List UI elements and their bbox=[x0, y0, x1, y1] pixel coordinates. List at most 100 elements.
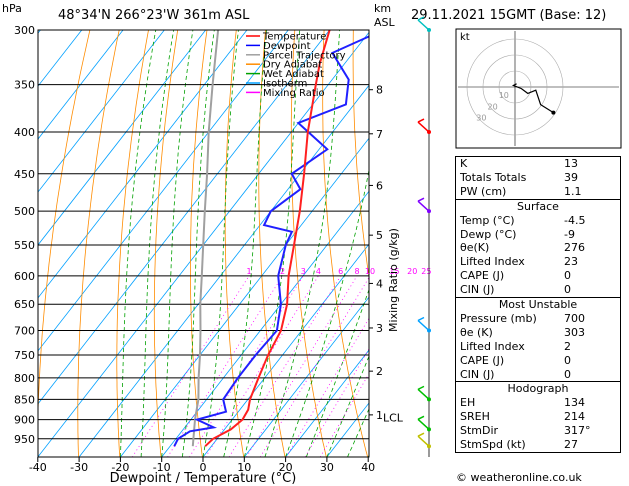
index-label: CIN (J) bbox=[460, 367, 495, 381]
mixing-ratio-line bbox=[246, 275, 358, 457]
legend-label: Mixing Ratio bbox=[263, 88, 325, 99]
index-row: CIN (J) 0 bbox=[456, 368, 620, 382]
indices-panel: K 13 Totals Totals 39 PW (cm) 1.1 Surface Tem… bbox=[455, 156, 621, 454]
wind-barb-dot bbox=[427, 397, 431, 402]
wind-barb bbox=[417, 385, 431, 402]
isotherm-line bbox=[38, 31, 369, 457]
temperature-line bbox=[204, 30, 331, 447]
wind-barb-shaft bbox=[417, 388, 430, 400]
isotherm-line bbox=[243, 296, 369, 457]
wind-barb-shaft bbox=[417, 200, 430, 212]
legend-label: Wet Adiabat bbox=[263, 69, 324, 80]
index-label: PW (cm) bbox=[460, 184, 507, 198]
wind-barb bbox=[417, 197, 431, 214]
index-row: CAPE (J) 0 bbox=[456, 269, 620, 283]
isotherm-line bbox=[38, 30, 206, 246]
pressure-tick-label: 650 bbox=[14, 298, 35, 311]
hodograph-unit-label: kt bbox=[460, 32, 470, 43]
index-value: 39 bbox=[564, 170, 578, 184]
index-label: Temp (°C) bbox=[460, 213, 515, 227]
mixing-ratio-label: 8 bbox=[354, 267, 359, 276]
km-tick-label: 6 bbox=[376, 179, 383, 192]
index-label: Dewp (°C) bbox=[460, 227, 517, 241]
isotherm-line bbox=[161, 190, 369, 457]
mixing-ratio-label: 10 bbox=[365, 267, 375, 276]
pressure-tick-label: 450 bbox=[14, 168, 35, 181]
index-row: CIN (J) 0 bbox=[456, 283, 620, 297]
index-label: Lifted Index bbox=[460, 339, 525, 353]
index-value: 23 bbox=[564, 255, 578, 269]
index-value: 134 bbox=[564, 396, 585, 410]
index-label: θe(K) bbox=[460, 241, 490, 255]
temp-tick-label: -30 bbox=[70, 461, 88, 474]
temp-tick-label: -20 bbox=[111, 461, 129, 474]
index-label: Lifted Index bbox=[460, 255, 525, 269]
hpa-unit-label: hPa bbox=[2, 2, 22, 15]
dry-adiabat-line bbox=[322, 30, 368, 457]
isotherm-line bbox=[202, 243, 369, 457]
km-unit-label: km bbox=[374, 2, 391, 15]
pressure-tick-label: 500 bbox=[14, 205, 35, 218]
hodograph-ring-label: 20 bbox=[488, 102, 498, 111]
dry-adiabat-line bbox=[38, 30, 91, 428]
mixing-ratio-label: 1 bbox=[247, 267, 252, 276]
wind-barb bbox=[417, 432, 431, 449]
wind-barb-shaft bbox=[417, 319, 430, 332]
km-tick-label: 4 bbox=[376, 277, 383, 290]
wind-barb bbox=[417, 316, 431, 333]
mixing-ratio-line bbox=[319, 372, 369, 457]
pressure-tick-label: 400 bbox=[14, 126, 35, 139]
dewpoint-line bbox=[173, 35, 369, 447]
wet-adiabat-line bbox=[181, 30, 215, 457]
index-value: -9 bbox=[564, 227, 575, 241]
km-tick-label: 5 bbox=[376, 229, 383, 242]
parcel-trajectory-line bbox=[191, 30, 220, 447]
km-tick-label: 2 bbox=[376, 365, 383, 378]
km-tick-label: 1 bbox=[376, 409, 383, 422]
x-axis-label: Dewpoint / Temperature (°C) bbox=[110, 471, 297, 486]
index-value: -4.5 bbox=[564, 213, 586, 227]
mixing-ratio-label: 25 bbox=[421, 267, 431, 276]
index-row: θe (K) 303 bbox=[456, 326, 620, 340]
index-row: CAPE (J) 0 bbox=[456, 354, 620, 368]
legend-label: Dewpoint bbox=[263, 41, 311, 52]
wind-barb-flag bbox=[417, 316, 425, 322]
index-label: CAPE (J) bbox=[460, 353, 505, 367]
pressure-tick-label: 850 bbox=[14, 393, 35, 406]
wind-barb bbox=[417, 118, 431, 135]
pressure-tick-label: 350 bbox=[14, 79, 35, 92]
hodograph-ring bbox=[498, 70, 532, 104]
isotherm-line bbox=[38, 30, 330, 405]
index-row: Pressure (mb) 700 bbox=[456, 312, 620, 326]
wet-adiabat-line bbox=[140, 30, 174, 457]
index-label: EH bbox=[460, 396, 476, 410]
index-label: CIN (J) bbox=[460, 283, 495, 297]
wind-barb bbox=[417, 415, 431, 432]
isotherm-line bbox=[38, 30, 165, 193]
wind-barb-flag bbox=[417, 197, 425, 202]
legend-label: Dry Adiabat bbox=[263, 60, 322, 71]
dry-adiabat-line bbox=[77, 30, 120, 457]
index-row: SREH 214 bbox=[456, 410, 620, 424]
temp-tick-label: -40 bbox=[29, 461, 47, 474]
temp-tick-label: 30 bbox=[320, 461, 334, 474]
wind-barb-shaft bbox=[417, 418, 430, 430]
isotherm-line bbox=[38, 30, 124, 140]
isotherm-line bbox=[78, 84, 369, 457]
temp-tick-label: -10 bbox=[153, 461, 171, 474]
index-value: 317° bbox=[564, 424, 591, 438]
hodograph-section-title: Hodograph bbox=[507, 382, 569, 396]
asl-unit-label: ASL bbox=[374, 16, 396, 29]
mixing-ratio-label: 3 bbox=[301, 267, 306, 276]
pressure-tick-label: 750 bbox=[14, 349, 35, 362]
wet-adiabat-line bbox=[264, 30, 340, 457]
wet-adiabat-line bbox=[120, 30, 157, 457]
index-row: StmDir 317° bbox=[456, 424, 620, 438]
index-row: StmSpd (kt) 27 bbox=[456, 438, 620, 452]
wind-barb-flag bbox=[417, 118, 425, 123]
wind-barb-dot bbox=[427, 130, 431, 135]
temp-tick-label: 20 bbox=[279, 461, 293, 474]
wind-barb-flag bbox=[417, 16, 425, 21]
km-tick-label: 3 bbox=[376, 322, 383, 335]
